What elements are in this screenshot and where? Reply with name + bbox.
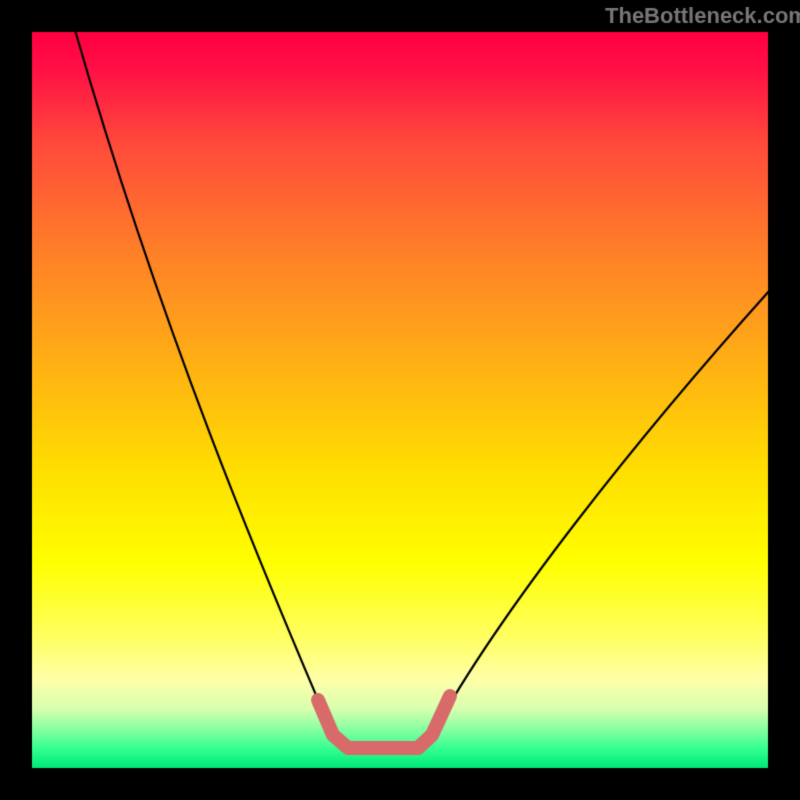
bottleneck-heatmap-chart — [0, 0, 800, 800]
